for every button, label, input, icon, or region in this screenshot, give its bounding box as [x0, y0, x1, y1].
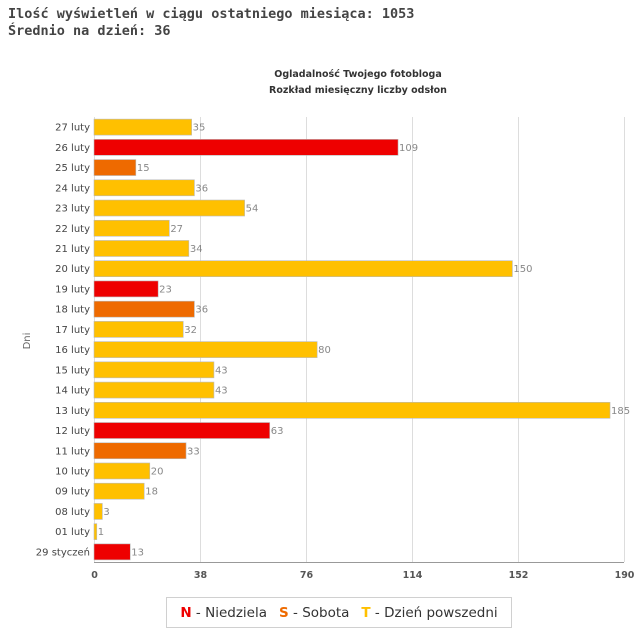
value-label: 18: [145, 487, 158, 498]
category-label: 19 luty: [55, 284, 90, 295]
chart-title: Ogladalność Twojego fotobloga: [274, 69, 442, 80]
value-label: 43: [215, 365, 228, 376]
value-label: 3: [103, 507, 109, 518]
bar: [93, 442, 187, 460]
legend-letter-sunday: N: [180, 604, 192, 621]
bar: [93, 280, 159, 298]
x-tick-label: 38: [194, 570, 208, 581]
category-label: 23 luty: [55, 204, 90, 215]
chart-subtitle: Rozkład miesięczny liczby odsłon: [269, 85, 447, 96]
bar: [93, 179, 195, 197]
bar: [93, 240, 190, 257]
category-label: 21 luty: [55, 244, 90, 255]
bar: [93, 401, 611, 419]
bar: [93, 321, 184, 338]
legend-label-saturday: - Sobota: [288, 604, 350, 621]
legend-letter-weekday: T: [361, 604, 371, 621]
bar: [93, 523, 98, 540]
bar: [93, 381, 215, 399]
bars-group: [93, 118, 611, 561]
legend-label-weekday: - Dzień powszedni: [370, 604, 498, 621]
bar: [93, 543, 131, 561]
labels-group: 0 38 76 114 152 190 27 luty 35 26 luty 109 25 luty…: [36, 123, 635, 581]
bar: [93, 118, 192, 136]
category-label: 16 luty: [55, 345, 90, 356]
category-label: 29 styczeń: [36, 546, 90, 558]
bar: [93, 260, 513, 278]
value-label: 34: [190, 244, 203, 255]
bar: [93, 219, 170, 237]
x-tick-label: 190: [615, 570, 635, 581]
legend-label-sunday: - Niedziela: [191, 604, 267, 621]
value-label: 109: [399, 143, 418, 154]
category-label: 13 luty: [55, 406, 90, 417]
y-axis-title: Dni: [22, 333, 33, 350]
value-label: 43: [215, 386, 228, 397]
x-tick-label: 114: [403, 570, 423, 581]
category-label: 12 luty: [55, 426, 90, 437]
value-label: 36: [195, 183, 208, 194]
value-label: 32: [184, 325, 197, 336]
category-label: 10 luty: [55, 466, 90, 477]
value-label: 36: [195, 305, 208, 316]
value-label: 33: [187, 446, 200, 457]
bar: [93, 503, 103, 520]
value-label: 35: [193, 123, 206, 134]
category-label: 27 luty: [55, 123, 90, 134]
category-label: 25 luty: [55, 163, 90, 174]
value-label: 80: [318, 345, 331, 356]
value-label: 23: [159, 284, 172, 295]
category-label: 15 luty: [55, 365, 90, 376]
legend-item-weekday: T - Dzień powszedni: [361, 605, 497, 621]
category-label: 01 luty: [55, 527, 90, 538]
bar: [93, 341, 318, 358]
bar: [93, 159, 137, 176]
value-label: 63: [271, 426, 284, 437]
legend-letter-saturday: S: [279, 604, 289, 621]
bar: [93, 139, 399, 156]
bar: [93, 199, 245, 217]
value-label: 20: [151, 466, 164, 477]
legend: N - Niedziela S - Sobota T - Dzień powsz…: [166, 597, 512, 628]
value-label: 150: [513, 264, 532, 275]
category-label: 17 luty: [55, 325, 90, 336]
x-tick-label: 0: [91, 570, 98, 581]
category-label: 08 luty: [55, 507, 90, 518]
value-label: 15: [137, 163, 150, 174]
x-tick-label: 76: [300, 570, 314, 581]
x-tick-label: 152: [509, 570, 529, 581]
value-label: 54: [246, 204, 259, 215]
bar: [93, 422, 271, 439]
bar: [93, 482, 145, 500]
bar: [93, 300, 195, 318]
category-label: 26 luty: [55, 143, 90, 154]
bar: [93, 361, 215, 379]
category-label: 18 luty: [55, 305, 90, 316]
category-label: 20 luty: [55, 264, 90, 275]
value-label: 27: [170, 224, 183, 235]
legend-item-sunday: N - Niedziela: [180, 605, 267, 621]
daily-average-text: Średnio na dzień: 36: [8, 23, 171, 39]
value-label: 13: [131, 547, 144, 558]
category-label: 11 luty: [55, 446, 90, 457]
bar: [93, 462, 151, 480]
monthly-views-text: Ilość wyświetleń w ciągu ostatniego mies…: [8, 6, 415, 22]
category-label: 09 luty: [55, 487, 90, 498]
category-label: 22 luty: [55, 224, 90, 235]
value-label: 185: [611, 406, 630, 417]
stats-summary: Ilość wyświetleń w ciągu ostatniego mies…: [8, 6, 414, 40]
value-label: 1: [98, 527, 104, 538]
category-label: 14 luty: [55, 386, 90, 397]
legend-item-saturday: S - Sobota: [279, 605, 349, 621]
category-label: 24 luty: [55, 183, 90, 194]
